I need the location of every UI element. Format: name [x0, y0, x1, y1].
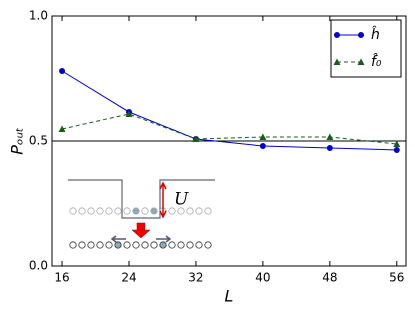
legend-label: f̂₀ [371, 53, 382, 70]
lower-sites [69, 241, 212, 249]
inset-label: U [174, 190, 189, 210]
y-tick-label: 1.0 [29, 9, 48, 23]
x-tick-label: 24 [121, 271, 136, 285]
x-tick-label: 16 [54, 271, 69, 285]
series-line [61, 70, 397, 151]
legend-label: ĥ [371, 25, 380, 43]
y-tick-label: 0.5 [29, 134, 48, 148]
well [68, 179, 215, 219]
x-tick-label: 48 [322, 271, 337, 285]
quench-arrow [131, 222, 151, 239]
marker [393, 140, 401, 147]
marker [125, 110, 133, 117]
marker [333, 58, 341, 65]
marker [334, 32, 340, 38]
inset [68, 179, 215, 249]
y-tick-label: 0.0 [29, 259, 48, 273]
upper-sites [69, 207, 212, 215]
marker [357, 58, 365, 65]
marker [326, 145, 333, 151]
marker [358, 32, 364, 38]
marker [393, 147, 400, 153]
marker [58, 125, 66, 132]
marker [192, 135, 200, 142]
marker [259, 133, 267, 140]
legend-box [330, 19, 402, 78]
depth-arrow-heads [159, 181, 167, 219]
marker [59, 68, 66, 74]
marker [259, 143, 266, 149]
x-axis-label: L [225, 287, 234, 306]
spread-arrows [110, 235, 172, 243]
marker [326, 133, 334, 140]
series-line [61, 113, 397, 145]
x-tick-label: 32 [188, 271, 203, 285]
x-tick-label: 56 [389, 271, 404, 285]
y-axis-label: Pₒᵤₜ [8, 127, 27, 155]
x-tick-label: 40 [255, 271, 270, 285]
